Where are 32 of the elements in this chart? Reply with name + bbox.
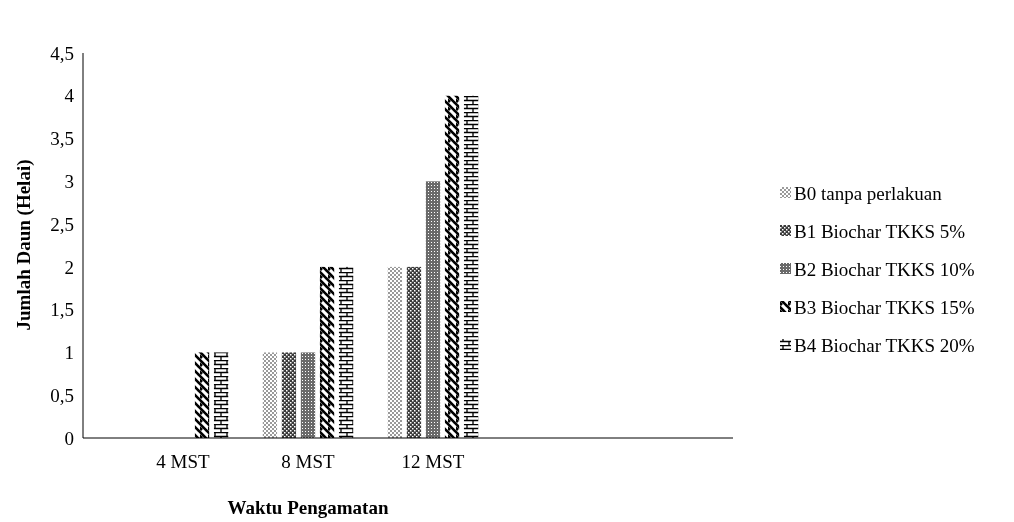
y-tick-label: 0,5 <box>50 384 74 406</box>
y-tick-label: 1 <box>64 342 74 364</box>
legend-label: B2 Biochar TKKS 10% <box>794 258 975 280</box>
legend-label: B0 tanpa perlakuan <box>794 182 943 204</box>
y-tick-label: 3 <box>64 170 74 192</box>
y-tick-label: 2,5 <box>50 213 74 235</box>
legend-label: B1 Biochar TKKS 5% <box>794 220 966 242</box>
x-tick-label: 8 MST <box>281 451 336 472</box>
y-tick-label: 2 <box>64 256 74 278</box>
bar <box>194 352 210 438</box>
y-tick-label: 3,5 <box>50 128 74 150</box>
bar <box>262 352 278 438</box>
legend-label: B4 Biochar TKKS 20% <box>794 334 975 356</box>
x-tick-label: 4 MST <box>156 451 211 472</box>
bar <box>338 266 354 438</box>
y-tick-label: 4 <box>64 85 75 107</box>
bar <box>425 181 441 438</box>
y-tick-label: 1,5 <box>50 299 74 321</box>
bar <box>387 266 403 438</box>
y-tick-label: 4,5 <box>50 42 74 64</box>
x-axis-title: Waktu Pengamatan <box>227 497 389 518</box>
bar <box>300 352 316 438</box>
bar <box>213 352 229 438</box>
legend-label: B3 Biochar TKKS 15% <box>794 296 975 318</box>
x-tick-label: 12 MST <box>401 451 465 472</box>
y-tick-label: 0 <box>64 427 74 449</box>
bar <box>319 266 335 438</box>
bar <box>406 266 422 438</box>
y-axis-title: Jumlah Daun (Helai) <box>13 159 35 331</box>
bar <box>444 95 460 438</box>
bar <box>463 95 479 438</box>
bar <box>281 352 297 438</box>
